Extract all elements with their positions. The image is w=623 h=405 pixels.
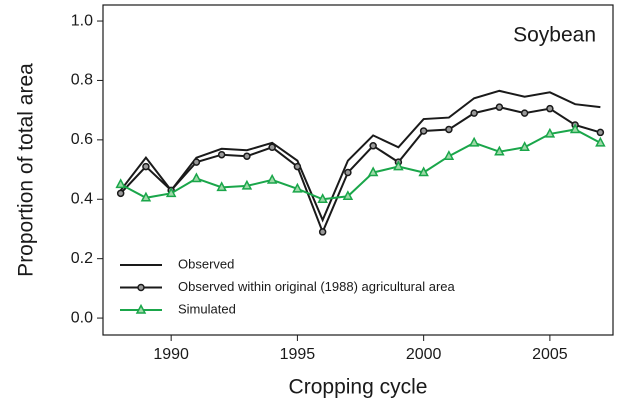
point [191, 172, 202, 183]
point [293, 162, 302, 171]
y-axis-label: Proportion of total area [15, 63, 38, 277]
point [165, 187, 177, 198]
point [443, 150, 455, 160]
y-tick-label: 0.2 [71, 250, 93, 267]
point [596, 128, 605, 137]
legend-label: Simulated [178, 301, 236, 316]
point [241, 179, 253, 190]
x-axis-label: Cropping cycle [289, 376, 428, 399]
legend-marker [137, 283, 145, 292]
point [243, 152, 251, 160]
plot-frame [102, 4, 614, 336]
point [367, 166, 379, 177]
legend-label: Observed within original (1988) agricult… [178, 279, 456, 294]
point [544, 127, 556, 138]
series-line [119, 106, 601, 235]
legend-marker [135, 303, 147, 314]
annotation: Soybean [513, 24, 596, 47]
point [292, 182, 303, 193]
point [569, 123, 581, 134]
legend-label: Observed [178, 256, 234, 271]
y-tick-label: 1.0 [71, 12, 93, 29]
point [116, 189, 125, 198]
point [494, 145, 505, 156]
x-tick-label: 2000 [406, 346, 442, 363]
point [217, 150, 226, 159]
point [470, 109, 478, 117]
point [268, 143, 276, 152]
point [140, 191, 152, 202]
point [317, 193, 328, 204]
series-line [119, 89, 601, 223]
point [393, 160, 404, 171]
point [519, 141, 530, 152]
x-tick-label: 1995 [280, 346, 316, 363]
y-tick-label: 0.0 [71, 309, 93, 326]
point [266, 173, 278, 184]
y-tick-label: 0.8 [71, 72, 93, 89]
point [468, 136, 480, 147]
y-tick-label: 0.6 [71, 131, 93, 148]
point [546, 104, 554, 113]
point [318, 228, 327, 236]
point [418, 166, 429, 177]
point [520, 109, 529, 117]
point [216, 181, 227, 192]
point [495, 103, 504, 111]
point [192, 158, 201, 166]
point [445, 125, 453, 134]
point [142, 162, 150, 171]
x-tick-label: 1990 [153, 346, 189, 363]
point [369, 142, 377, 150]
point [595, 136, 606, 147]
point [115, 178, 126, 189]
point [344, 168, 352, 177]
point [342, 190, 354, 201]
y-tick-label: 0.4 [71, 190, 93, 207]
x-tick-label: 2005 [532, 346, 568, 363]
point [419, 127, 428, 135]
series-line [120, 128, 601, 201]
